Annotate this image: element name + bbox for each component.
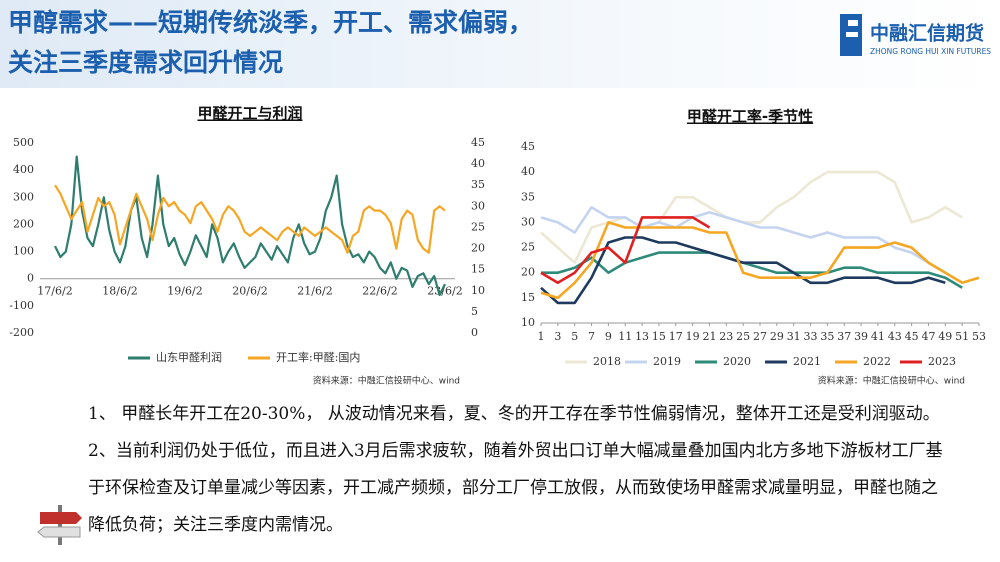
y2-tick-label: 35 (471, 178, 485, 191)
series-line (54, 155, 446, 297)
y2-tick-label: 45 (471, 136, 485, 149)
series-line (540, 170, 963, 264)
series-line (54, 184, 446, 254)
legend-label: 2019 (653, 355, 681, 368)
x-tick-label: 20/6/2 (232, 285, 267, 298)
x-tick-label: 15 (652, 330, 666, 343)
x-tick-label: 7 (588, 330, 595, 343)
legend-label: 山东甲醛利润 (156, 350, 222, 364)
x-tick-label: 31 (787, 330, 801, 343)
y2-tick-label: 10 (471, 284, 485, 297)
note-point: 1、 甲醛长年开工在20-30%， 从波动情况来看，夏、冬的开工存在季节性偏弱情… (88, 404, 940, 424)
x-tick-label: 41 (871, 330, 885, 343)
header-band (0, 0, 1000, 88)
y2-tick-label: 5 (471, 305, 478, 318)
x-tick-label: 17 (669, 330, 683, 343)
x-tick-label: 9 (605, 330, 612, 343)
chart-title: 甲醛开工率-季节性 (687, 108, 813, 126)
y-tick-label: 500 (13, 136, 34, 149)
y-tick-label: 400 (13, 163, 34, 176)
x-tick-label: 25 (736, 330, 750, 343)
y-tick-label: 30 (521, 215, 535, 228)
x-tick-label: 11 (618, 330, 632, 343)
x-tick-label: 23 (719, 330, 733, 343)
logo-mark (848, 20, 858, 26)
y-tick-label: -100 (9, 299, 34, 312)
x-tick-label: 19/6/2 (167, 285, 202, 298)
y-tick-label: 0 (27, 272, 34, 285)
legend-label: 2022 (863, 355, 891, 368)
y-tick-label: -200 (9, 326, 34, 339)
series-line (540, 206, 946, 274)
slide-title: 关注三季度需求回升情况 (8, 48, 283, 77)
x-tick-label: 51 (955, 330, 969, 343)
x-tick-label: 37 (837, 330, 851, 343)
x-tick-label: 23/6/2 (427, 285, 462, 298)
logo-sub: ZHONG RONG HUI XIN FUTURES (870, 47, 991, 56)
chart-title: 甲醛开工与利润 (197, 105, 302, 123)
x-tick-label: 21/6/2 (297, 285, 332, 298)
x-tick-label: 19 (686, 330, 700, 343)
series-line (541, 251, 963, 289)
x-tick-label: 45 (905, 330, 919, 343)
legend-label: 2021 (793, 355, 821, 368)
y2-tick-label: 20 (471, 242, 485, 255)
y-tick-label: 200 (13, 217, 34, 230)
slide-title: 甲醇需求——短期传统淡季，开工、需求偏弱， (8, 8, 533, 37)
legend-label: 2023 (928, 355, 956, 368)
x-tick-label: 21 (702, 330, 716, 343)
legend-label: 开工率:甲醛:国内 (276, 350, 360, 364)
x-tick-label: 49 (938, 330, 952, 343)
y-tick-label: 100 (13, 245, 34, 258)
y-tick-label: 300 (13, 190, 34, 203)
legend-label: 2020 (723, 355, 751, 368)
y-tick-label: 10 (521, 316, 535, 329)
series-line (540, 216, 711, 285)
x-tick-label: 35 (820, 330, 834, 343)
x-tick-label: 3 (554, 330, 561, 343)
series-line (540, 221, 980, 300)
x-tick-label: 39 (854, 330, 868, 343)
x-tick-label: 13 (635, 330, 649, 343)
note-point: 2、当前利润仍处于低位，而且进入3月后需求疲软，随着外贸出口订单大幅减量叠加国内… (88, 441, 943, 535)
y2-tick-label: 30 (471, 199, 485, 212)
x-tick-label: 5 (571, 330, 578, 343)
x-tick-label: 43 (888, 330, 902, 343)
y2-tick-label: 0 (471, 326, 478, 339)
x-tick-label: 27 (753, 330, 767, 343)
x-tick-label: 53 (972, 330, 986, 343)
source-note: 资料来源：中融汇信投研中心、wind (313, 375, 460, 387)
y-tick-label: 20 (521, 266, 535, 279)
x-tick-label: 17/6/2 (37, 285, 72, 298)
x-tick-label: 18/6/2 (102, 285, 137, 298)
x-tick-label: 33 (804, 330, 818, 343)
source-note: 资料来源：中融汇信投研中心、wind (818, 375, 965, 387)
x-tick-label: 47 (921, 330, 935, 343)
notes: 1、 甲醛长年开工在20-30%， 从波动情况来看，夏、冬的开工存在季节性偏弱情… (88, 396, 948, 544)
y2-tick-label: 15 (471, 263, 485, 276)
logo-name: 中融汇信期货 (870, 22, 984, 45)
x-tick-label: 1 (538, 330, 545, 343)
y2-tick-label: 40 (471, 157, 485, 170)
y2-tick-label: 25 (471, 220, 485, 233)
y-tick-label: 25 (521, 241, 535, 254)
y-tick-label: 45 (521, 140, 535, 153)
logo-mark (846, 32, 858, 37)
y-tick-label: 35 (521, 190, 535, 203)
x-tick-label: 29 (770, 330, 784, 343)
series-line (540, 236, 946, 305)
legend-label: 2018 (593, 355, 621, 368)
y-tick-label: 15 (521, 291, 535, 304)
signpost-icon (37, 505, 82, 545)
x-tick-label: 22/6/2 (362, 285, 397, 298)
y-tick-label: 40 (521, 165, 535, 178)
